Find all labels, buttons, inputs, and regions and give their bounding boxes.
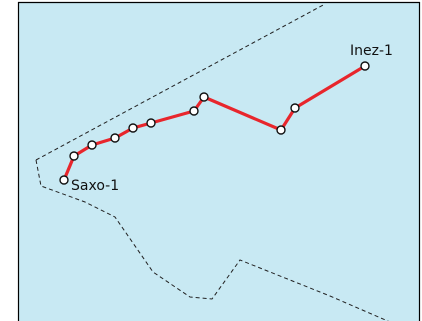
waypoint[interactable] bbox=[290, 103, 300, 113]
sea-area bbox=[18, 2, 420, 321]
boundary-north bbox=[35, 3, 326, 161]
waypoints bbox=[59, 61, 370, 185]
waypoint[interactable] bbox=[146, 118, 156, 128]
waypoint[interactable] bbox=[110, 133, 120, 143]
boundary-south bbox=[35, 159, 389, 321]
label-inez-1: Inez-1 bbox=[350, 43, 393, 59]
label-saxo-1: Saxo-1 bbox=[71, 178, 119, 194]
waypoint[interactable] bbox=[276, 125, 286, 135]
waypoint[interactable] bbox=[128, 123, 138, 133]
waypoint-inez-1[interactable] bbox=[360, 61, 370, 71]
waypoint-saxo-1[interactable] bbox=[59, 175, 69, 185]
waypoint[interactable] bbox=[189, 106, 199, 116]
waypoint[interactable] bbox=[87, 140, 97, 150]
waypoint[interactable] bbox=[199, 92, 209, 102]
waypoint[interactable] bbox=[69, 151, 79, 161]
